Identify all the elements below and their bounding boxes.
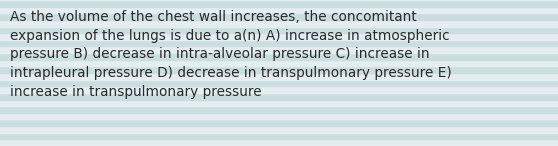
Bar	[0, 113, 558, 119]
Bar	[0, 80, 558, 86]
Bar	[0, 93, 558, 100]
Text: As the volume of the chest wall increases, the concomitant
expansion of the lung: As the volume of the chest wall increase…	[10, 10, 452, 99]
Bar	[0, 7, 558, 13]
Bar	[0, 126, 558, 133]
Bar	[0, 73, 558, 80]
Bar	[0, 40, 558, 46]
Bar	[0, 86, 558, 93]
Bar	[0, 66, 558, 73]
Bar	[0, 33, 558, 40]
Bar	[0, 100, 558, 106]
Bar	[0, 27, 558, 33]
Bar	[0, 119, 558, 126]
Bar	[0, 133, 558, 139]
Bar	[0, 46, 558, 53]
Bar	[0, 139, 558, 146]
Bar	[0, 20, 558, 27]
Bar	[0, 0, 558, 7]
Bar	[0, 106, 558, 113]
Bar	[0, 13, 558, 20]
Bar	[0, 60, 558, 66]
Bar	[0, 53, 558, 60]
